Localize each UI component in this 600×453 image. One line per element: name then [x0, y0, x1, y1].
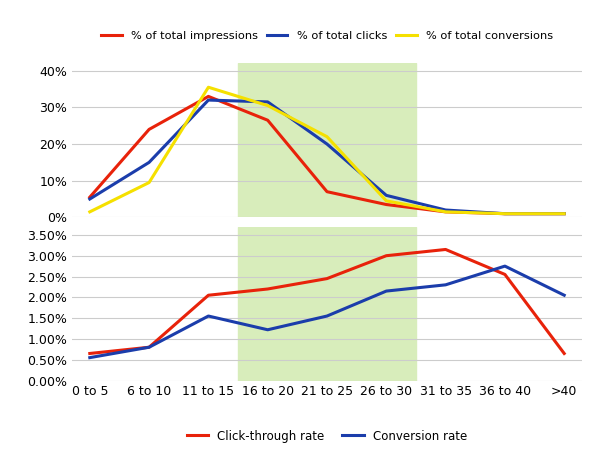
Legend: % of total impressions, % of total clicks, % of total conversions: % of total impressions, % of total click…	[97, 26, 557, 45]
Bar	[238, 63, 416, 217]
Bar	[238, 226, 416, 381]
Legend: Click-through rate, Conversion rate: Click-through rate, Conversion rate	[182, 425, 472, 448]
